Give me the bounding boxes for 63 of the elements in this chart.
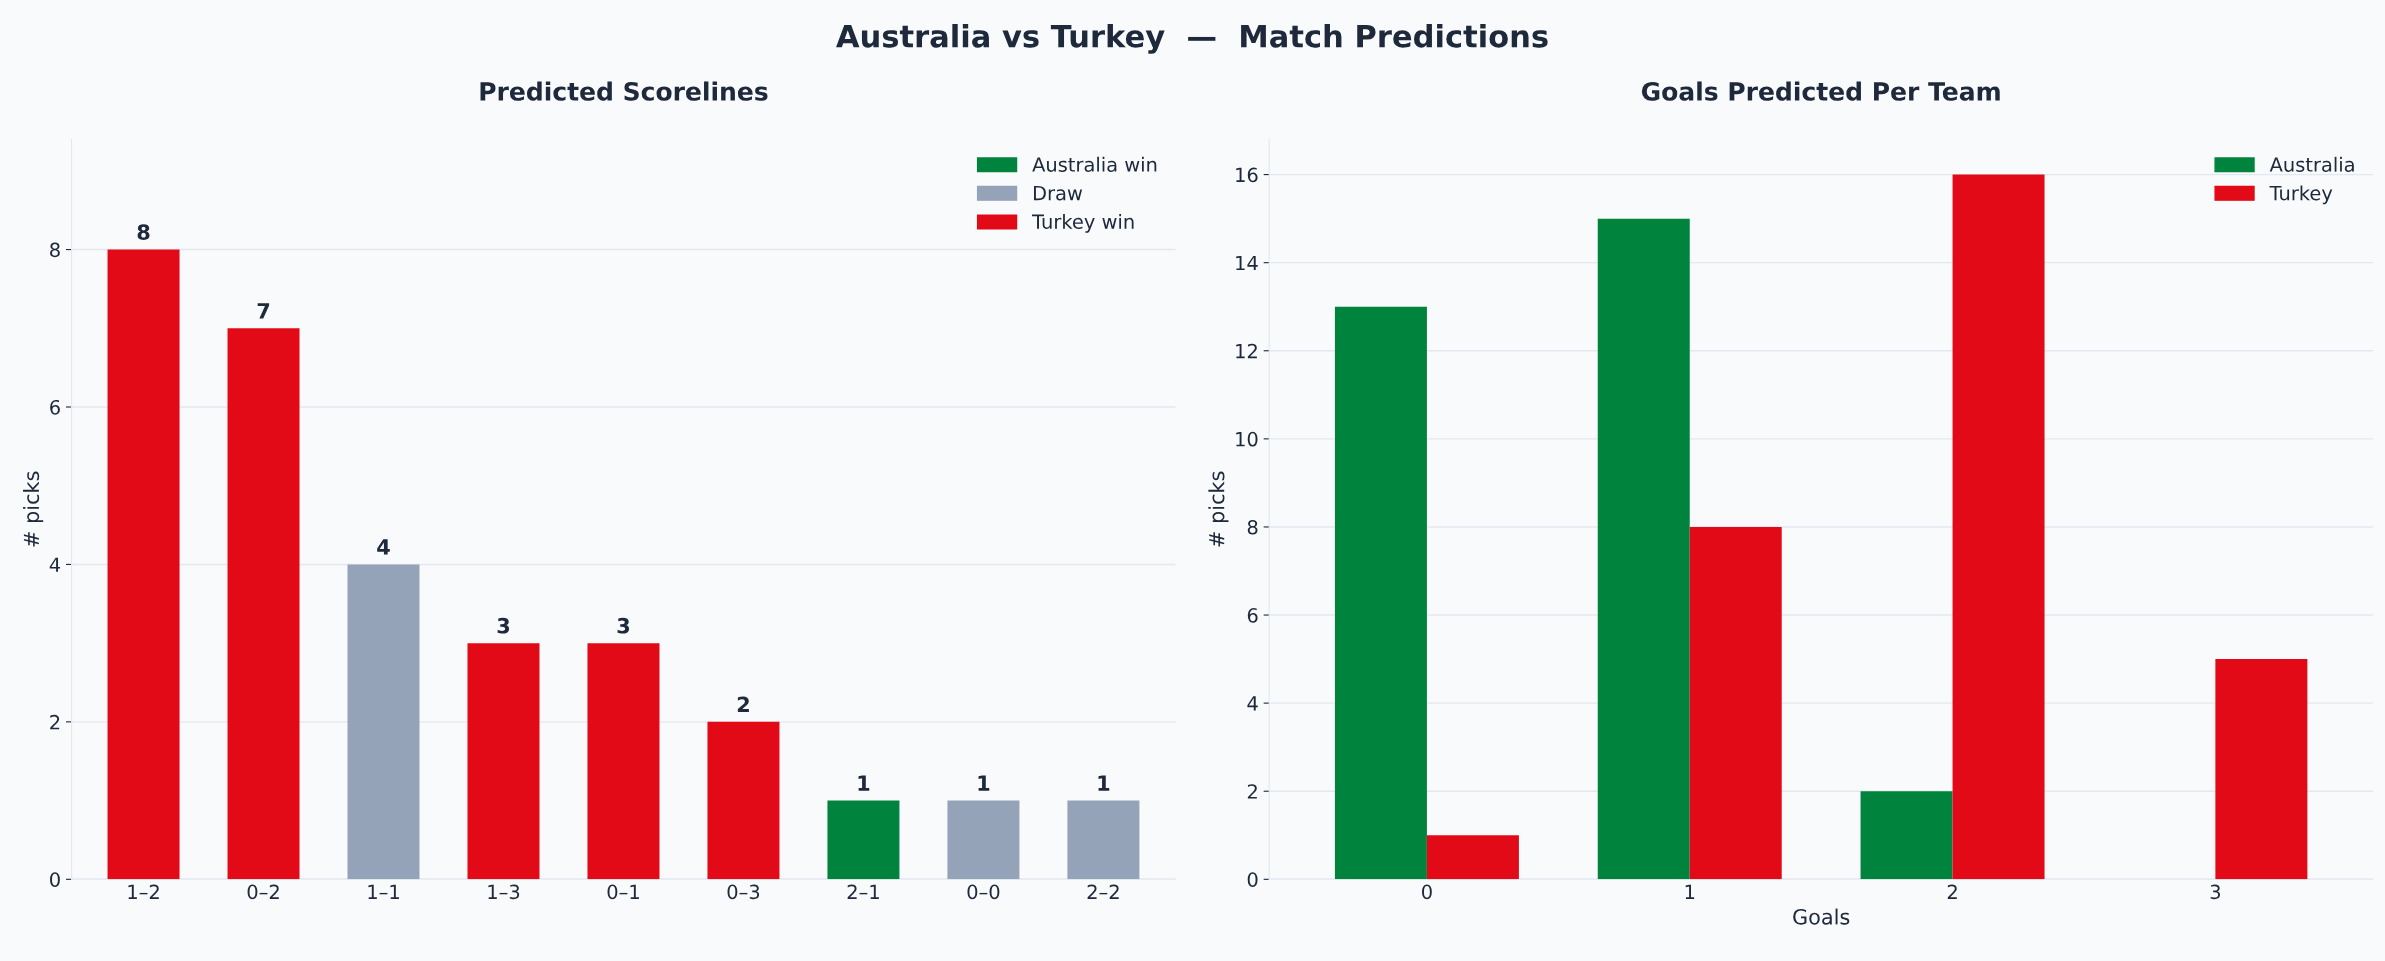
text: Australia vs Turkey — Match Predictions (836, 24, 1548, 54)
x-tick-label: 0–0 (967, 884, 1000, 900)
bar (587, 643, 660, 880)
x-tick-label: 0–3 (727, 884, 760, 900)
bar (467, 643, 540, 880)
bar (947, 800, 1020, 880)
data-label: 1 (978, 775, 990, 791)
x-tick-label: 1–2 (128, 884, 159, 899)
x-axis-title: Goals (1793, 908, 1850, 925)
chart-title: Goals Predicted Per Team (1641, 81, 2000, 101)
y-tick-label: 6 (50, 399, 60, 415)
bar (1067, 800, 1140, 880)
x-tick-label: 2 (1947, 884, 1957, 899)
y-tick-label: 0 (1247, 872, 1258, 887)
y-tick-label: 6 (1247, 608, 1258, 623)
data-label: 1 (1098, 775, 1110, 791)
y-tick-label: 4 (49, 557, 61, 572)
bar (2215, 659, 2308, 880)
bar (107, 249, 180, 880)
data-label: 3 (497, 617, 510, 634)
y-tick-label: 12 (1236, 343, 1257, 359)
x-tick-label: 0–1 (607, 884, 639, 900)
y-tick-label: 8 (50, 242, 60, 258)
y-axis-title: # picks (23, 471, 44, 547)
data-label: 7 (257, 303, 270, 319)
bar (1689, 526, 1782, 880)
y-tick-label: 14 (1236, 255, 1258, 271)
bar (827, 800, 900, 880)
legend-label: Australia (2269, 156, 2354, 172)
data-label: 3 (617, 617, 630, 634)
bar (1860, 791, 1953, 880)
x-tick-label: 0 (1422, 884, 1432, 900)
chart-title: Predicted Scorelines (480, 81, 768, 101)
y-tick-label: 10 (1236, 431, 1258, 447)
y-tick-label: 4 (1247, 696, 1258, 711)
data-label: 8 (137, 224, 150, 240)
x-tick-label: 0–2 (247, 884, 279, 900)
bar (1597, 218, 1690, 880)
bar (1334, 306, 1427, 880)
data-label: 2 (737, 696, 749, 712)
y-tick-label: 16 (1236, 167, 1258, 183)
legend-label: Turkey win (1032, 213, 1134, 233)
data-label: 1 (858, 775, 870, 791)
bar (1952, 174, 2045, 880)
y-tick-label: 8 (1247, 519, 1258, 535)
legend-label: Draw (1034, 185, 1083, 201)
legend-label: Turkey (2269, 185, 2333, 205)
x-tick-label: 3 (2210, 884, 2221, 900)
bar (227, 328, 300, 880)
x-tick-label: 2–1 (847, 884, 879, 899)
y-tick-label: 0 (50, 872, 60, 887)
bar (347, 564, 420, 880)
x-tick-label: 1–3 (488, 884, 520, 900)
data-label: 4 (377, 539, 390, 555)
y-tick-label: 2 (50, 714, 60, 730)
x-tick-label: 2–2 (1087, 884, 1119, 899)
bar (1426, 835, 1519, 880)
y-tick-label: 2 (1247, 784, 1257, 799)
x-tick-label: 1 (1685, 884, 1695, 899)
legend-label: Australia win (1032, 156, 1157, 172)
y-axis-title: # picks (1208, 471, 1229, 547)
x-tick-label: 1–1 (368, 884, 399, 899)
bar (707, 721, 780, 880)
